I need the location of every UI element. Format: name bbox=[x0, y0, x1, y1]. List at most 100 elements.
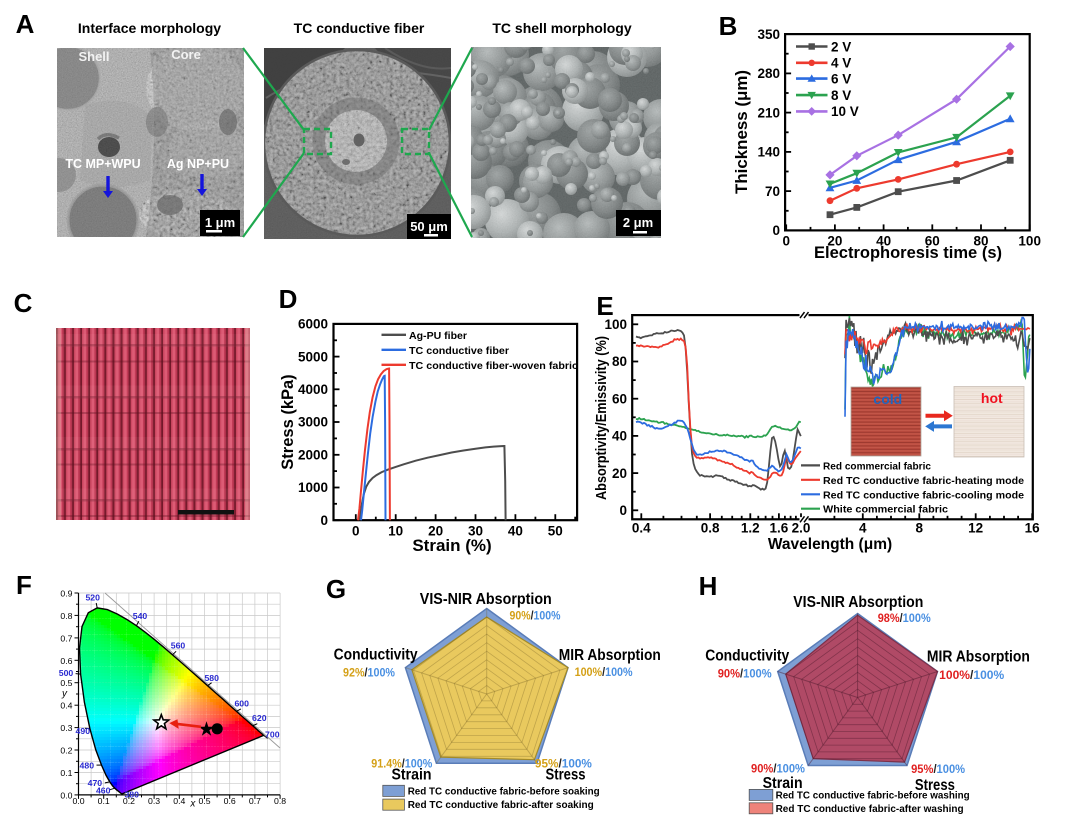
svg-text:2 μm: 2 μm bbox=[623, 215, 653, 230]
svg-text:100%/100%: 100%/100% bbox=[575, 665, 633, 679]
svg-text:Red TC conductive fabric-heati: Red TC conductive fabric-heating mode bbox=[823, 475, 1024, 487]
svg-text:0.1: 0.1 bbox=[98, 796, 110, 806]
svg-text:80: 80 bbox=[973, 234, 988, 249]
svg-text:0.3: 0.3 bbox=[60, 723, 72, 733]
svg-text:0.0: 0.0 bbox=[72, 796, 84, 806]
svg-text:470: 470 bbox=[88, 778, 103, 788]
svg-text:TC MP+WPU: TC MP+WPU bbox=[65, 157, 140, 171]
svg-text:520: 520 bbox=[85, 593, 100, 603]
svg-text:700: 700 bbox=[265, 730, 280, 740]
svg-text:210: 210 bbox=[757, 105, 780, 120]
svg-text:40: 40 bbox=[612, 429, 627, 444]
svg-text:2.0: 2.0 bbox=[792, 521, 811, 536]
svg-text:0.0: 0.0 bbox=[60, 790, 72, 800]
svg-text:90%/100%: 90%/100% bbox=[718, 667, 772, 681]
svg-text:Ag-PU fiber: Ag-PU fiber bbox=[409, 330, 467, 342]
svg-text:Red TC conductive fabric-befor: Red TC conductive fabric-before soaking bbox=[408, 786, 600, 797]
svg-text:16: 16 bbox=[1025, 521, 1041, 536]
svg-text:40: 40 bbox=[508, 524, 523, 539]
svg-text:10 V: 10 V bbox=[831, 104, 859, 119]
svg-text:4 V: 4 V bbox=[831, 56, 851, 71]
svg-text:3000: 3000 bbox=[298, 415, 328, 430]
svg-text:hot: hot bbox=[981, 390, 1003, 406]
svg-text:90%/100%: 90%/100% bbox=[751, 761, 805, 775]
svg-text:1 μm: 1 μm bbox=[205, 215, 235, 230]
svg-text:A: A bbox=[16, 9, 35, 39]
svg-text:0.5: 0.5 bbox=[198, 796, 210, 806]
svg-text:20: 20 bbox=[428, 524, 443, 539]
svg-text:6000: 6000 bbox=[298, 317, 328, 332]
svg-text:B: B bbox=[719, 11, 738, 41]
svg-text:F: F bbox=[16, 570, 32, 600]
svg-text:0: 0 bbox=[352, 524, 360, 539]
svg-text:Conductivity: Conductivity bbox=[334, 646, 418, 663]
svg-text:1000: 1000 bbox=[298, 480, 328, 495]
svg-text:0: 0 bbox=[320, 513, 328, 528]
svg-text:x: x bbox=[189, 799, 196, 810]
svg-text:0.2: 0.2 bbox=[60, 746, 72, 756]
svg-text:90%/100%: 90%/100% bbox=[510, 608, 561, 622]
svg-text:H: H bbox=[699, 571, 718, 601]
svg-text:0.5: 0.5 bbox=[60, 678, 72, 688]
svg-text:0: 0 bbox=[619, 503, 627, 518]
svg-text:TC conductive fiber-woven fabr: TC conductive fiber-woven fabric bbox=[409, 360, 578, 372]
svg-text:12: 12 bbox=[968, 521, 983, 536]
svg-text:60: 60 bbox=[925, 234, 940, 249]
svg-text:Conductivity: Conductivity bbox=[705, 648, 789, 665]
svg-text:460: 460 bbox=[96, 786, 111, 796]
svg-text:70: 70 bbox=[765, 184, 780, 199]
svg-text:500: 500 bbox=[59, 668, 74, 678]
svg-text:Red commercial fabric: Red commercial fabric bbox=[823, 460, 931, 472]
svg-text:Strain: Strain bbox=[763, 775, 803, 792]
svg-text:2 V: 2 V bbox=[831, 39, 851, 54]
svg-text:30: 30 bbox=[468, 524, 483, 539]
svg-text:0.4: 0.4 bbox=[632, 521, 651, 536]
svg-text:560: 560 bbox=[171, 641, 186, 651]
svg-text:VIS-NIR Absorption: VIS-NIR Absorption bbox=[793, 594, 923, 611]
svg-text:White commercial fabric: White commercial fabric bbox=[823, 504, 948, 516]
svg-text:0: 0 bbox=[772, 223, 780, 238]
svg-text:C: C bbox=[14, 288, 33, 318]
svg-text:600: 600 bbox=[234, 699, 249, 709]
svg-text:480: 480 bbox=[80, 761, 95, 771]
svg-text:TC conductive fiber: TC conductive fiber bbox=[294, 20, 425, 36]
svg-text:Electrophoresis time (s): Electrophoresis time (s) bbox=[814, 244, 1002, 262]
svg-text:0.8: 0.8 bbox=[274, 796, 286, 806]
svg-text:0.1: 0.1 bbox=[60, 768, 72, 778]
svg-text:0.2: 0.2 bbox=[123, 796, 135, 806]
svg-text:2000: 2000 bbox=[298, 448, 328, 463]
svg-text:100%/100%: 100%/100% bbox=[939, 668, 1004, 682]
svg-text:0: 0 bbox=[782, 234, 790, 249]
svg-text:60: 60 bbox=[612, 391, 627, 406]
svg-text:Red TC conductive fabric-befor: Red TC conductive fabric-before washing bbox=[776, 790, 970, 801]
svg-text:Shell: Shell bbox=[78, 49, 109, 64]
svg-text:Absorptivity/Emissivity (%): Absorptivity/Emissivity (%) bbox=[593, 336, 610, 500]
svg-text:0.8: 0.8 bbox=[701, 521, 720, 536]
svg-text:50 μm: 50 μm bbox=[410, 219, 448, 234]
svg-text:350: 350 bbox=[757, 27, 780, 42]
svg-text:1.6: 1.6 bbox=[770, 521, 789, 536]
svg-text:380: 380 bbox=[124, 790, 139, 800]
svg-text:Red TC conductive fabric-cooli: Red TC conductive fabric-cooling mode bbox=[823, 489, 1024, 501]
svg-text:20: 20 bbox=[827, 234, 842, 249]
svg-text:D: D bbox=[279, 284, 298, 314]
svg-text:50: 50 bbox=[548, 524, 563, 539]
svg-text:0.4: 0.4 bbox=[173, 796, 185, 806]
svg-text:E: E bbox=[596, 291, 613, 321]
svg-text:MIR Absorption: MIR Absorption bbox=[559, 647, 661, 664]
svg-text:490: 490 bbox=[76, 726, 91, 736]
svg-text:0.6: 0.6 bbox=[224, 796, 236, 806]
svg-text:8: 8 bbox=[916, 521, 924, 536]
svg-text:0.8: 0.8 bbox=[60, 611, 72, 621]
svg-text:20: 20 bbox=[612, 466, 627, 481]
svg-text:VIS-NIR Absorption: VIS-NIR Absorption bbox=[420, 591, 552, 608]
svg-text:4: 4 bbox=[859, 521, 867, 536]
svg-text:5000: 5000 bbox=[298, 349, 328, 364]
svg-text:Stress: Stress bbox=[915, 777, 955, 794]
svg-text:G: G bbox=[326, 574, 346, 604]
svg-text:Core: Core bbox=[171, 47, 201, 62]
svg-text:91.4%/100%: 91.4%/100% bbox=[371, 757, 432, 771]
svg-text:0.7: 0.7 bbox=[60, 633, 72, 643]
svg-text:1.2: 1.2 bbox=[741, 521, 760, 536]
svg-text:92%/100%: 92%/100% bbox=[343, 666, 395, 680]
